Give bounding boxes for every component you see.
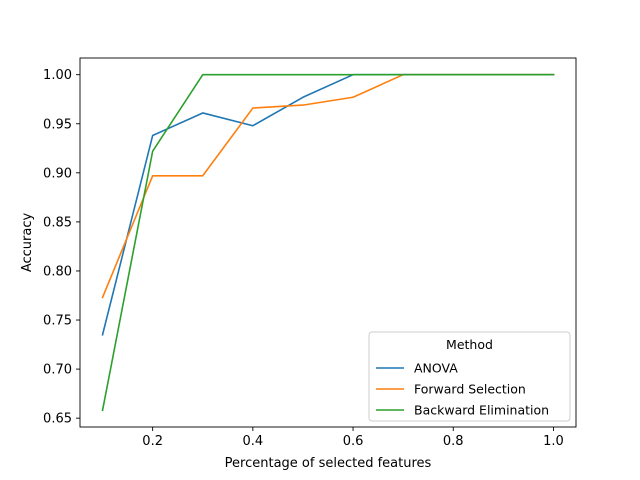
x-tick-label: 0.4 [243,434,264,449]
x-tick-label: 0.2 [142,434,163,449]
axes-frame [79,57,577,428]
series-layer [101,73,555,412]
y-tick-label: 1.00 [43,68,72,83]
y-tick-label: 0.80 [43,264,72,279]
y-tick-label: 0.95 [43,117,72,132]
y-axis-label: Accuracy [20,213,35,273]
axes-layer: 0.2 0.4 0.6 0.8 1.0 0.65 0.70 0.75 0.80 0.85 0.90 0… [43,57,577,449]
legend: Method ANOVA Forward Selection Backward Eli… [368,331,571,422]
legend-title: Method [446,337,493,352]
y-tick-label: 0.75 [43,314,72,329]
x-tick-label: 0.8 [443,434,464,449]
legend-label: Forward Selection [414,382,526,397]
x-axis-label: Percentage of selected features [225,456,432,471]
x-tick-label: 1.0 [543,434,564,449]
legend-label: ANOVA [414,361,458,376]
series-line-2 [101,73,555,412]
y-tick-label: 0.90 [43,166,72,181]
y-tick-label: 0.65 [43,412,72,427]
y-tick-label: 0.70 [43,363,72,378]
x-tick-label: 0.6 [343,434,364,449]
legend-label: Backward Elimination [414,403,549,418]
legend-box [368,331,571,422]
y-tick-label: 0.85 [43,215,72,230]
